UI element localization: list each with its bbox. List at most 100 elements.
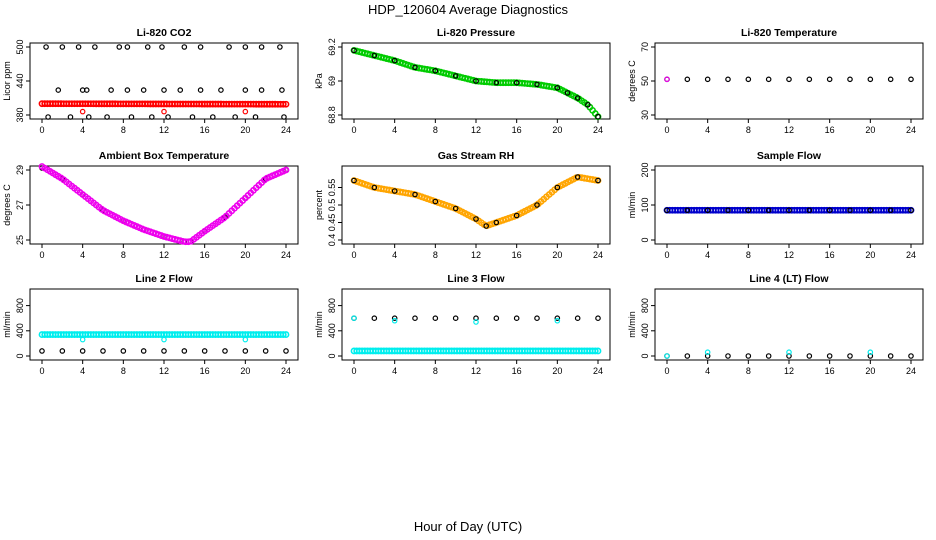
gas-stream-rh-pts-point xyxy=(412,191,418,198)
li-820-pressure-pts-point xyxy=(473,78,479,84)
line-3-flow-line3-point xyxy=(595,315,601,322)
li-820-co2-xtick-label: 12 xyxy=(159,125,169,135)
li-820-temperature-pts-point xyxy=(826,76,833,83)
gas-stream-rh-pts-point xyxy=(452,205,459,212)
line-2-flow-xtick-label: 20 xyxy=(240,366,250,376)
li-820-pressure-pts-point xyxy=(493,79,500,86)
line-2-flow-xtick-label: 16 xyxy=(200,366,210,376)
line-2-flow-base-point xyxy=(120,348,127,354)
li-820-co2-avg-point xyxy=(282,100,290,108)
li-820-pressure-xtick-label: 12 xyxy=(471,125,481,135)
li-820-co2-pts2-point xyxy=(161,87,167,93)
line-3-flow-line3-point xyxy=(412,315,418,322)
line-2-flow-line2-point xyxy=(282,331,290,338)
line-4-lt-flow-spikes-point xyxy=(867,349,874,356)
line-2-flow-xtick-label: 12 xyxy=(159,366,169,376)
li-820-pressure-pts-point xyxy=(432,68,439,74)
li-820-pressure-pts-point xyxy=(595,113,601,120)
line-2-flow-base-point xyxy=(140,348,147,354)
li-820-pressure-pts-point xyxy=(371,52,378,59)
li-820-co2-ytick-label: 440 xyxy=(15,73,25,88)
line-3-flow-line3-point xyxy=(534,315,540,322)
li-820-temperature-pts-point xyxy=(745,76,752,83)
li-820-pressure-xtick-label: 0 xyxy=(351,125,356,135)
gas-stream-rh-ylabel: percent xyxy=(314,189,324,220)
li-820-co2-pts-point xyxy=(124,44,131,50)
line-2-flow-xtick-label: 24 xyxy=(281,366,291,376)
li-820-temperature-pts-point xyxy=(867,76,874,83)
line-4-lt-flow-xtick-label: 0 xyxy=(664,366,669,376)
li-820-pressure-pts-point xyxy=(412,64,418,71)
line-2-flow-ytick-label: 0 xyxy=(15,353,25,358)
line-3-flow-xtick-label: 8 xyxy=(433,366,438,376)
li-820-co2-pts-point xyxy=(116,44,123,50)
li-820-co2-pts2-point xyxy=(279,87,285,93)
line-3-flow-series-low xyxy=(350,347,602,355)
ambient-box-temperature-xtick-label: 16 xyxy=(200,250,210,260)
li-820-pressure-ytick-label: 68.8 xyxy=(327,106,337,124)
gas-stream-rh-pts-point xyxy=(473,216,479,222)
line-2-flow-base-point xyxy=(262,348,269,354)
gas-stream-rh-pts-point xyxy=(391,188,398,194)
li-820-co2-pts-point xyxy=(277,44,283,50)
line-4-lt-flow-xtick-label: 8 xyxy=(746,366,751,376)
line-2-flow-dips-point xyxy=(242,336,249,343)
gas-stream-rh-title: Gas Stream RH xyxy=(438,150,514,162)
line-3-flow-line3-point xyxy=(513,315,520,322)
li-820-co2-xtick-label: 4 xyxy=(80,125,85,135)
line-4-lt-flow-frame xyxy=(654,288,924,361)
ambient-box-temperature-ylabel: degrees C xyxy=(2,184,12,226)
li-820-pressure-ylabel: kPa xyxy=(314,73,324,89)
line-2-flow-ytick-label: 400 xyxy=(15,323,25,338)
sample-flow-pts-point xyxy=(664,207,670,214)
li-820-co2-pts3-point xyxy=(104,114,110,120)
gas-stream-rh-pts-point xyxy=(483,223,489,229)
li-820-co2-pts2-point xyxy=(177,87,184,93)
gas-stream-rh-series-pts xyxy=(351,174,601,229)
sample-flow-pts-point xyxy=(745,207,752,214)
li-820-pressure-pts-point xyxy=(554,85,561,91)
li-820-co2-pts3-point xyxy=(210,114,216,120)
li-820-co2-out-point xyxy=(242,108,249,115)
line-3-flow-line3-point xyxy=(554,315,561,322)
gas-stream-rh-pts-point xyxy=(351,177,357,184)
li-820-pressure-pts-point xyxy=(351,47,357,54)
li-820-co2-out-point xyxy=(79,108,86,115)
line-3-flow-xtick-label: 4 xyxy=(392,366,397,376)
line-4-lt-flow-pts-point xyxy=(908,353,914,359)
ambient-box-temperature-series-pts xyxy=(39,165,289,245)
gas-stream-rh-ytick-label: 0.45 xyxy=(327,214,337,232)
ambient-box-temperature-xtick-label: 4 xyxy=(80,250,85,260)
line-3-flow-ytick-label: 400 xyxy=(327,323,337,338)
li-820-co2-title: Li-820 CO2 xyxy=(137,27,192,39)
line-2-flow-series-line2 xyxy=(38,331,290,338)
line-2-flow-dips-point xyxy=(79,336,86,343)
line-3-flow-line3-point xyxy=(452,315,459,322)
line-3-flow-title: Line 3 Flow xyxy=(447,273,505,285)
sample-flow-series-band xyxy=(663,206,915,214)
li-820-temperature-xtick-label: 24 xyxy=(906,125,916,135)
li-820-pressure-pts-point xyxy=(513,79,520,86)
li-820-temperature-xtick-label: 16 xyxy=(825,125,835,135)
line-4-lt-flow-pts-point xyxy=(745,353,752,359)
ambient-box-temperature-xtick-label: 12 xyxy=(159,250,169,260)
ambient-box-temperature-frame xyxy=(29,165,299,245)
ambient-box-temperature-title: Ambient Box Temperature xyxy=(99,150,230,162)
line-4-lt-flow-spikes-point xyxy=(786,349,792,356)
line-3-flow-ylabel: ml/min xyxy=(314,311,324,338)
sample-flow-pts-point xyxy=(887,207,894,214)
gas-stream-rh-pts-point xyxy=(493,219,500,226)
panel-line-3-flow: Line 3 Flow ml/min 0 4 8 12 16 20 24 0 400 800 xyxy=(314,273,611,376)
li-820-co2-pts3-point xyxy=(45,114,51,120)
li-820-co2-xtick-label: 8 xyxy=(121,125,126,135)
sample-flow-ytick-label: 100 xyxy=(640,197,650,212)
li-820-pressure-pts-point xyxy=(452,73,459,79)
sample-flow-ytick-label: 0 xyxy=(640,237,650,242)
sample-flow-ylabel: ml/min xyxy=(627,192,637,219)
line-3-flow-series-dips xyxy=(351,315,561,325)
line-3-flow-xtick-label: 24 xyxy=(593,366,603,376)
line-2-flow-base-point xyxy=(222,348,228,354)
line-2-flow-base-point xyxy=(201,348,208,354)
line-4-lt-flow-pts-point xyxy=(847,353,853,359)
